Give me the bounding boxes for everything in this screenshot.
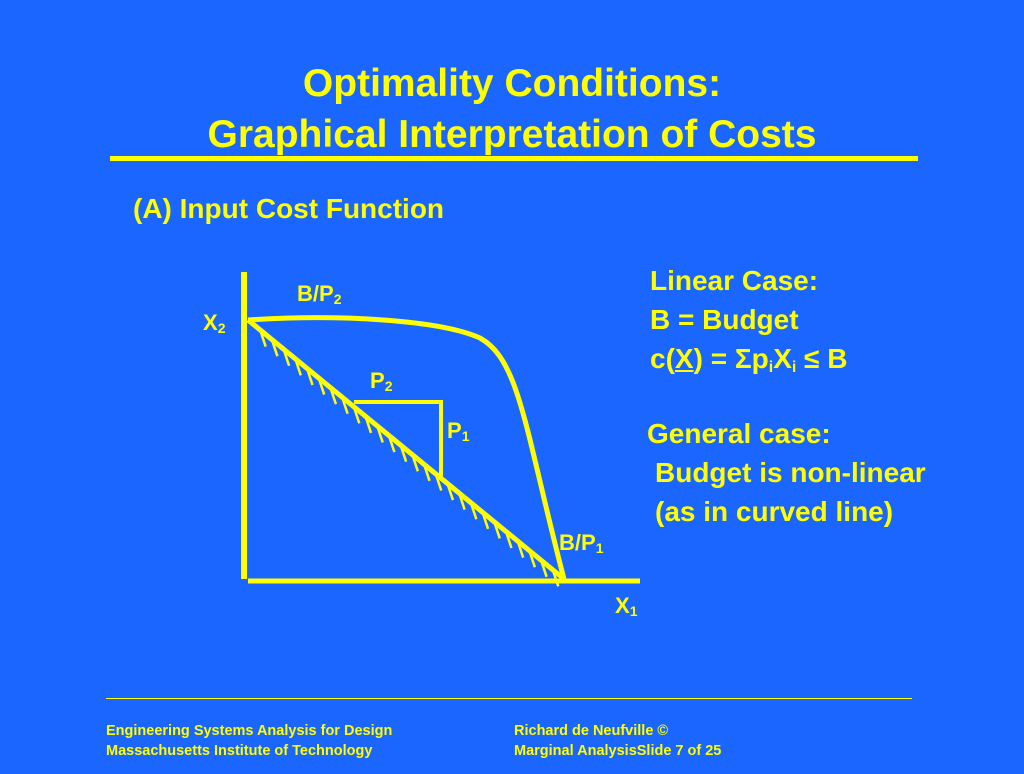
hatch-mark [505,532,513,549]
title-underline [110,156,918,161]
footer-course: Engineering Systems Analysis for Design [106,723,393,739]
hatch-mark [364,417,373,434]
hatch-mark [458,494,466,511]
hatch-mark [481,513,490,530]
hatch-mark [282,350,291,367]
hatch-mark [259,331,267,347]
hatch-mark [411,455,420,472]
hatch-mark [388,436,396,453]
linear-budget-line [246,318,566,581]
hatch-mark [271,340,279,357]
hatch-mark [329,388,338,405]
hatch-mark [446,484,455,501]
hatch-mark [294,359,303,376]
x2-axis-label: X2 [203,310,226,336]
linear-budget-formula: c(X) = ΣpiXi ≤ B [650,343,848,376]
footer-author: Richard de Neufville © [514,723,669,739]
b-over-p2-label: B/P2 [297,281,342,307]
slope-triangle [354,400,443,476]
hatch-mark [493,523,501,539]
hatch-mark [552,571,560,587]
section-subtitle: (A) Input Cost Function [133,193,445,224]
budget-definition: B = Budget [650,304,799,335]
x1-axis-label: X1 [615,593,638,619]
general-case-line-2: (as in curved line) [655,496,894,527]
footer-slide-number: Marginal AnalysisSlide 7 of 25 [514,743,722,759]
b-over-p1-label: B/P1 [559,530,604,556]
hatch-mark [516,542,525,559]
slide-title-line-2: Graphical Interpretation of Costs [207,113,817,156]
hatch-mark [353,407,361,424]
nonlinear-budget-curve [247,315,567,580]
hatch-mark [528,551,537,568]
hatch-mark [540,561,548,578]
hatch-mark [341,398,349,415]
hatch-mark [399,446,408,463]
hatch-mark [435,475,443,491]
linear-case-heading: Linear Case: [650,265,819,296]
hatch-mark [423,465,431,482]
footer-divider [106,698,912,699]
hatch-mark [318,379,326,395]
slide-title-line-1: Optimality Conditions: [302,62,722,105]
footer-institution: Massachusetts Institute of Technology [106,743,373,759]
p2-label: P2 [370,368,393,394]
hatch-mark [306,369,314,386]
general-case-heading: General case: [647,418,831,449]
budget-hatching [259,331,560,587]
hatch-mark [470,503,478,520]
general-case-line-1: Budget is non-linear [655,457,926,488]
p1-label: P1 [447,418,470,444]
hatch-mark [376,427,384,443]
